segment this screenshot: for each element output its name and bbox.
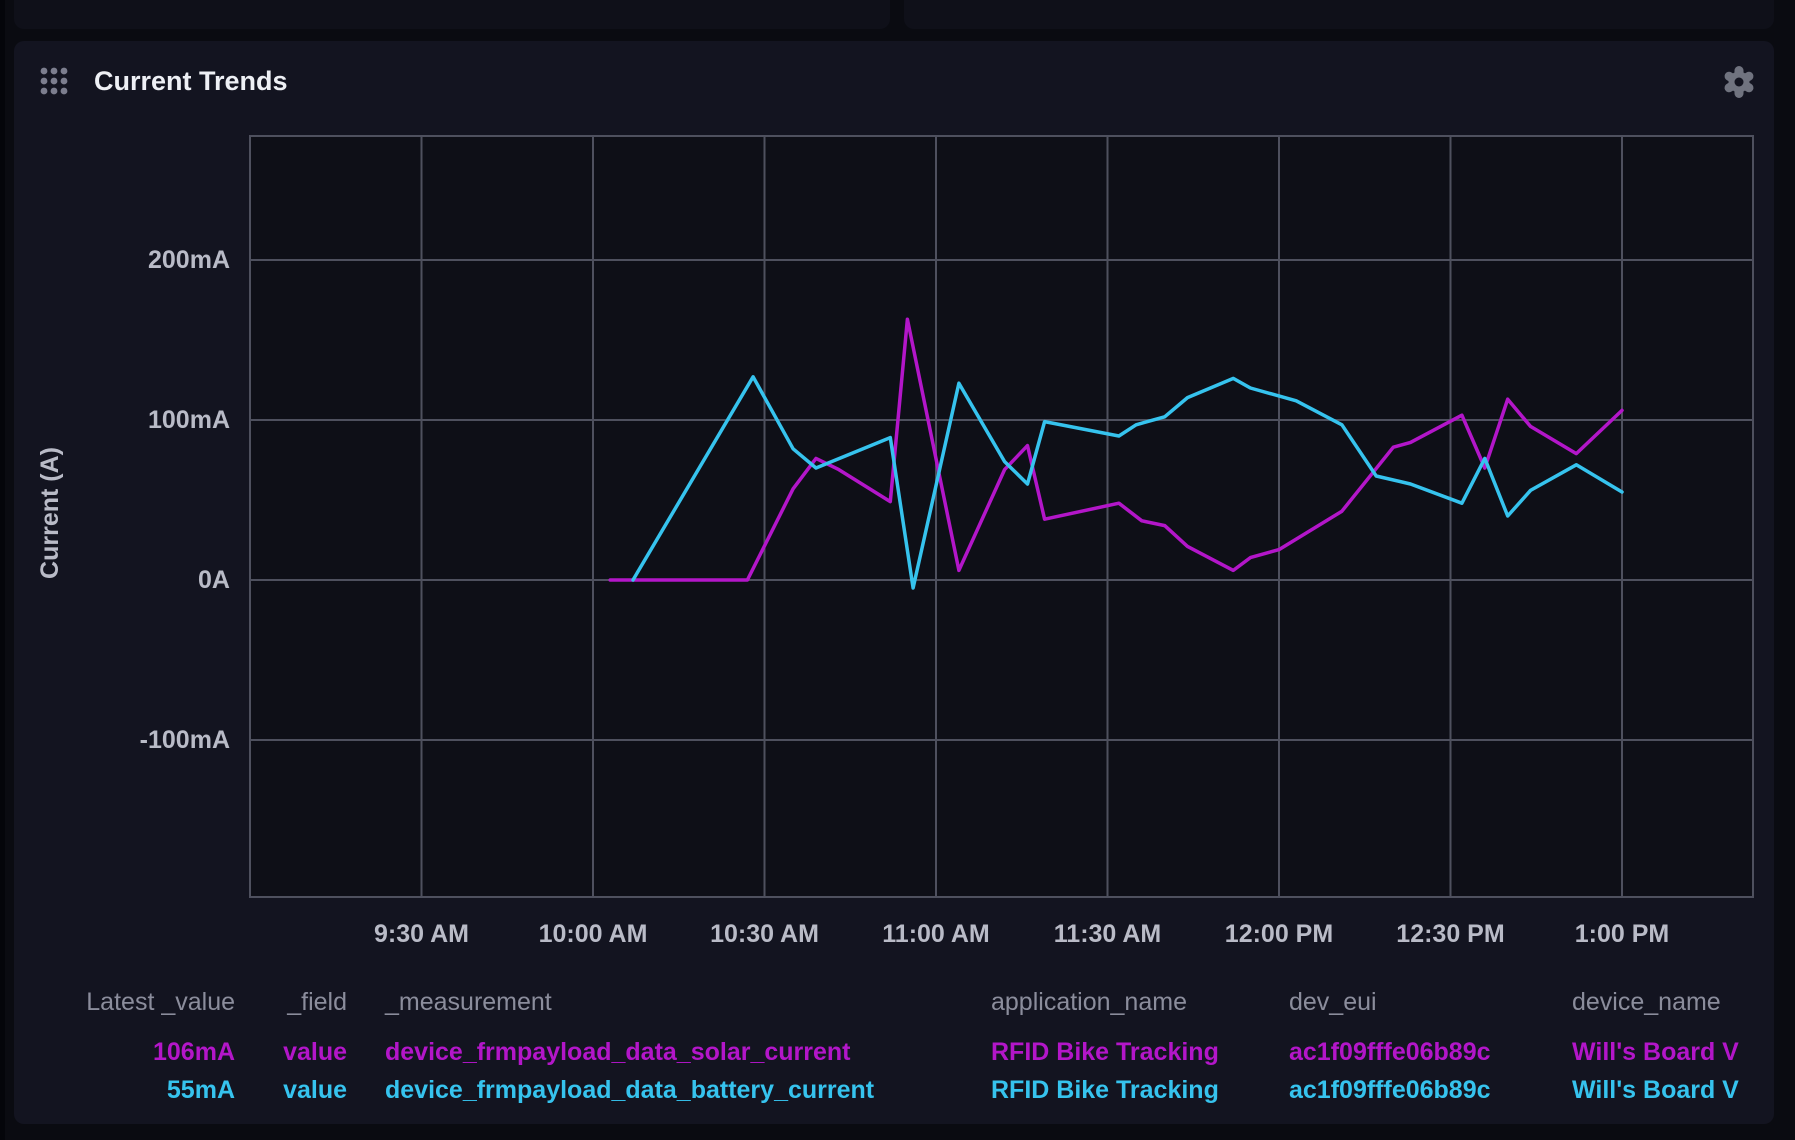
legend-cell-field[interactable]: value (283, 1038, 347, 1066)
panel-above-right (904, 0, 1774, 29)
panel-above-left (14, 0, 890, 29)
chart-svg[interactable] (246, 132, 1757, 901)
legend-header-device-name: device_name (1572, 988, 1721, 1016)
legend-header-field: _field (287, 988, 347, 1016)
x-tick-label: 10:30 AM (710, 920, 819, 948)
legend-cell-measurement[interactable]: device_frmpayload_data_solar_current (385, 1038, 851, 1066)
legend-cell-field[interactable]: value (283, 1076, 347, 1104)
current-trends-panel: Current Trends Current (A) 9:30 AM 10:00 … (14, 41, 1774, 1124)
x-tick-label: 12:00 PM (1224, 920, 1334, 948)
x-tick-label: 1:00 PM (1574, 920, 1670, 948)
legend-cell-device-name[interactable]: Will's Board V (1572, 1076, 1739, 1104)
legend-cell-dev-eui[interactable]: ac1f09fffe06b89c (1289, 1038, 1491, 1066)
legend-cell-device-name[interactable]: Will's Board V (1572, 1038, 1739, 1066)
y-tick-label: 100mA (148, 406, 230, 434)
x-tick-label: 10:00 AM (538, 920, 648, 948)
x-tick-label: 11:00 AM (882, 920, 990, 948)
legend-cell-latest-value[interactable]: 55mA (166, 1076, 235, 1104)
y-tick-label: -100mA (139, 726, 230, 754)
legend-header-measurement: _measurement (385, 988, 552, 1016)
legend-cell-latest-value[interactable]: 106mA (153, 1038, 235, 1066)
legend-header-latest-value: Latest _value (86, 988, 235, 1016)
panel-title: Current Trends (94, 66, 288, 96)
legend-header-dev-eui: dev_eui (1289, 988, 1377, 1016)
legend-cell-application-name[interactable]: RFID Bike Tracking (991, 1038, 1219, 1066)
y-axis-title: Current (A) (36, 447, 64, 579)
x-tick-label: 12:30 PM (1396, 920, 1505, 948)
window-edge (0, 0, 5, 1140)
x-tick-label: 9:30 AM (374, 920, 469, 948)
legend-cell-application-name[interactable]: RFID Bike Tracking (991, 1076, 1219, 1104)
y-tick-label: 0A (198, 566, 230, 594)
gear-icon[interactable] (1716, 59, 1762, 105)
legend-cell-measurement[interactable]: device_frmpayload_data_battery_current (385, 1076, 875, 1104)
x-tick-label: 11:30 AM (1053, 920, 1162, 948)
y-tick-label: 200mA (148, 246, 230, 274)
legend-cell-dev-eui[interactable]: ac1f09fffe06b89c (1289, 1076, 1491, 1104)
drag-handle-icon[interactable] (38, 66, 70, 96)
legend-header-application-name: application_name (991, 988, 1187, 1016)
